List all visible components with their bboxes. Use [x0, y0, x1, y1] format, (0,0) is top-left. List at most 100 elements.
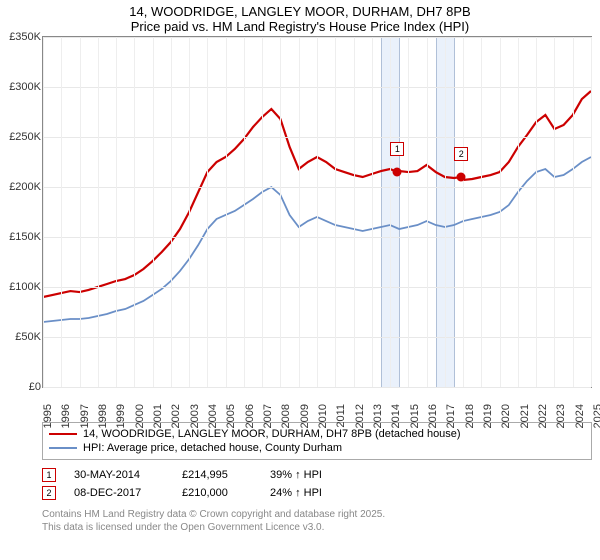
footer-line1: Contains HM Land Registry data © Crown c… — [42, 508, 592, 521]
x-axis-label: 2000 — [134, 404, 146, 428]
gridline-x — [573, 37, 574, 387]
x-axis-label: 2025 — [592, 404, 600, 428]
gridline-x — [500, 37, 501, 387]
y-axis-label: £50K — [1, 331, 41, 343]
legend-row: HPI: Average price, detached house, Coun… — [49, 441, 585, 455]
x-axis-label: 2012 — [354, 404, 366, 428]
gridline-x — [591, 37, 592, 387]
sale-row-price: £210,000 — [182, 487, 252, 499]
x-axis-label: 2002 — [170, 404, 182, 428]
gridline-x — [43, 37, 44, 387]
legend-row: 14, WOODRIDGE, LANGLEY MOOR, DURHAM, DH7… — [49, 427, 585, 441]
footer-line2: This data is licensed under the Open Gov… — [42, 521, 592, 534]
x-axis-label: 2005 — [225, 404, 237, 428]
x-axis-label: 2008 — [280, 404, 292, 428]
gridline-x — [262, 37, 263, 387]
title-address: 14, WOODRIDGE, LANGLEY MOOR, DURHAM, DH7… — [0, 4, 600, 19]
gridline-x — [116, 37, 117, 387]
gridline-y — [43, 387, 591, 388]
x-axis-label: 2024 — [574, 404, 586, 428]
gridline-x — [445, 37, 446, 387]
legend-label: HPI: Average price, detached house, Coun… — [83, 442, 342, 454]
gridline-x — [80, 37, 81, 387]
y-axis-label: £150K — [1, 231, 41, 243]
gridline-x — [61, 37, 62, 387]
x-axis-label: 1997 — [79, 404, 91, 428]
legend-swatch — [49, 433, 77, 435]
gridline-x — [171, 37, 172, 387]
sales-table: 1 30-MAY-2014 £214,995 39% ↑ HPI 2 08-DEC-201… — [42, 466, 592, 502]
x-axis-label: 2019 — [482, 404, 494, 428]
y-axis-label: £350K — [1, 31, 41, 43]
sale-row-hpi: 24% ↑ HPI — [270, 487, 350, 499]
x-axis-label: 1998 — [97, 404, 109, 428]
x-axis-label: 2006 — [244, 404, 256, 428]
y-axis-label: £250K — [1, 131, 41, 143]
gridline-x — [536, 37, 537, 387]
chart-title: 14, WOODRIDGE, LANGLEY MOOR, DURHAM, DH7… — [0, 0, 600, 36]
sale-marker-dot — [457, 173, 466, 182]
gridline-x — [189, 37, 190, 387]
x-axis-label: 2004 — [207, 404, 219, 428]
gridline-x — [134, 37, 135, 387]
gridline-x — [518, 37, 519, 387]
y-axis-label: £0 — [1, 381, 41, 393]
x-axis-label: 2015 — [409, 404, 421, 428]
plot-region: £0£50K£100K£150K£200K£250K£300K£350K12 — [42, 36, 592, 388]
x-axis-label: 2013 — [372, 404, 384, 428]
gridline-x — [226, 37, 227, 387]
gridline-x — [207, 37, 208, 387]
y-axis-label: £100K — [1, 281, 41, 293]
gridline-x — [390, 37, 391, 387]
legend-label: 14, WOODRIDGE, LANGLEY MOOR, DURHAM, DH7… — [83, 428, 461, 440]
x-axis-label: 2001 — [152, 404, 164, 428]
x-axis-label: 2018 — [464, 404, 476, 428]
gridline-x — [427, 37, 428, 387]
x-axis-label: 1995 — [42, 404, 54, 428]
y-axis-label: £300K — [1, 81, 41, 93]
gridline-x — [244, 37, 245, 387]
x-axis-label: 2020 — [500, 404, 512, 428]
gridline-x — [354, 37, 355, 387]
footer-attribution: Contains HM Land Registry data © Crown c… — [42, 508, 592, 534]
gridline-x — [335, 37, 336, 387]
gridline-x — [463, 37, 464, 387]
sale-marker-box: 1 — [390, 142, 404, 156]
x-axis-label: 2023 — [555, 404, 567, 428]
title-subtitle: Price paid vs. HM Land Registry's House … — [0, 19, 600, 34]
gridline-x — [317, 37, 318, 387]
gridline-x — [98, 37, 99, 387]
x-axis-label: 2014 — [390, 404, 402, 428]
x-axis-label: 2017 — [445, 404, 457, 428]
legend-swatch — [49, 447, 77, 449]
gridline-x — [408, 37, 409, 387]
gridline-x — [554, 37, 555, 387]
x-axis-label: 2007 — [262, 404, 274, 428]
gridline-x — [280, 37, 281, 387]
sale-row-date: 30-MAY-2014 — [74, 469, 164, 481]
gridline-x — [153, 37, 154, 387]
x-axis-label: 2011 — [335, 404, 347, 428]
sale-row-price: £214,995 — [182, 469, 252, 481]
x-axis-label: 1999 — [115, 404, 127, 428]
sale-row-date: 08-DEC-2017 — [74, 487, 164, 499]
sale-marker-dot — [393, 168, 402, 177]
sale-row-hpi: 39% ↑ HPI — [270, 469, 350, 481]
sale-row: 2 08-DEC-2017 £210,000 24% ↑ HPI — [42, 484, 592, 502]
gridline-x — [481, 37, 482, 387]
sale-marker-box: 2 — [454, 147, 468, 161]
gridline-x — [299, 37, 300, 387]
x-axis-label: 2010 — [317, 404, 329, 428]
x-axis-label: 1996 — [60, 404, 72, 428]
x-axis-label: 2022 — [537, 404, 549, 428]
x-axis-label: 2003 — [189, 404, 201, 428]
gridline-x — [372, 37, 373, 387]
sale-row: 1 30-MAY-2014 £214,995 39% ↑ HPI — [42, 466, 592, 484]
chart-area: £0£50K£100K£150K£200K£250K£300K£350K12 1… — [42, 36, 592, 416]
x-axis-label: 2009 — [299, 404, 311, 428]
y-axis-label: £200K — [1, 181, 41, 193]
x-axis-label: 2021 — [519, 404, 531, 428]
sale-row-marker: 2 — [42, 486, 56, 500]
sale-row-marker: 1 — [42, 468, 56, 482]
x-axis-label: 2016 — [427, 404, 439, 428]
